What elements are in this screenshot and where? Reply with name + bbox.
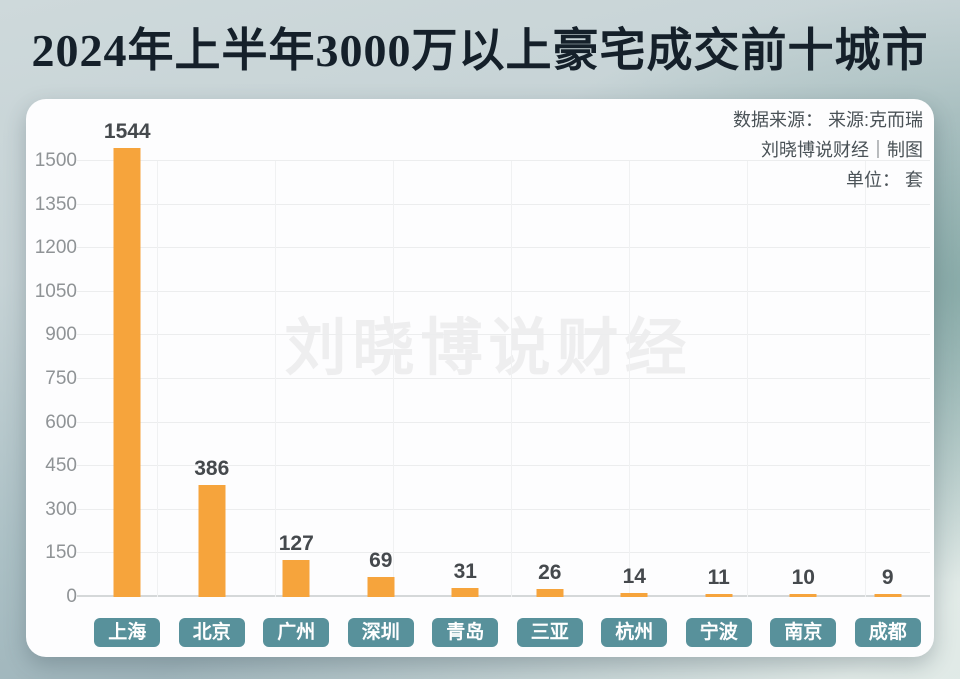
watermark-text: 刘晓博说财经 (284, 314, 693, 383)
city-label-chip: 青岛 (432, 617, 499, 647)
data-source-text: 数据来源： 来源:克而瑞 (732, 110, 923, 130)
bar-columns: 1544 386 127 69 31 26 14 11 10 9 (85, 120, 931, 597)
x-label-cell: 南京 (761, 617, 846, 647)
grid-line-vertical (275, 161, 276, 597)
grid-line-horizontal (77, 508, 930, 510)
y-tick-label: 300 (45, 498, 77, 520)
bar-value-label: 386 (194, 457, 230, 480)
city-label-chip: 宁波 (685, 617, 752, 647)
bar-column: 386 (170, 137, 255, 597)
city-label-chip: 北京 (178, 617, 245, 647)
bar-column: 1544 (85, 120, 170, 597)
bar-value-label: 26 (538, 561, 562, 584)
bar (620, 593, 648, 597)
grid-line-horizontal (77, 203, 930, 205)
x-label-cell: 广州 (254, 617, 339, 647)
x-label-cell: 宁波 (677, 617, 762, 647)
grid-line-horizontal (77, 334, 930, 336)
bar (536, 589, 564, 597)
grid-line-vertical (865, 161, 866, 597)
grid-line-vertical (511, 161, 512, 597)
city-label-chip: 上海 (94, 617, 161, 647)
bar (789, 594, 817, 597)
grid-line-vertical (629, 161, 630, 597)
bar-column: 69 (339, 137, 424, 597)
plot-area: 1544 386 127 69 31 26 14 11 10 9 (77, 120, 931, 597)
bar-column: 11 (677, 137, 762, 597)
y-tick-label: 1350 (34, 193, 77, 215)
grid-line-horizontal (77, 160, 930, 161)
x-label-cell: 北京 (170, 617, 255, 647)
x-label-cell: 上海 (85, 617, 170, 647)
x-label-cell: 青岛 (423, 617, 508, 647)
bar-column: 9 (846, 137, 931, 597)
y-tick-label: 750 (45, 368, 77, 389)
grid-line-vertical (157, 161, 158, 597)
bar-value-label: 127 (278, 532, 314, 555)
grid-line-horizontal (77, 552, 930, 554)
bar-column: 10 (761, 137, 846, 597)
chart-title: 2024年上半年3000万以上豪宅成交前十城市 (31, 25, 929, 76)
bar-value-label: 1544 (103, 120, 151, 143)
bar (113, 148, 141, 597)
y-tick-label: 1500 (34, 150, 77, 171)
grid-line-horizontal (77, 290, 930, 292)
x-label-cell: 深圳 (339, 617, 424, 647)
bar-value-label: 69 (369, 549, 393, 572)
city-label-chip: 深圳 (347, 617, 414, 647)
meta-block: 数据来源： 来源:克而瑞 刘晓博说财经｜制图 单位： 套 (733, 105, 923, 195)
bar-value-label: 10 (791, 566, 815, 589)
x-label-cell: 杭州 (592, 617, 677, 647)
bar-column: 127 (254, 137, 339, 597)
bar (705, 594, 733, 597)
grid-line-horizontal (77, 378, 930, 379)
bar-column: 26 (508, 137, 593, 597)
grid-line-vertical (747, 161, 748, 597)
grid-line-horizontal (77, 465, 930, 467)
city-label-chip: 南京 (770, 617, 837, 647)
y-tick-label: 0 (66, 586, 77, 607)
bar (198, 485, 226, 597)
bar (282, 560, 310, 597)
y-tick-label: 150 (45, 542, 77, 564)
bar-column: 14 (592, 137, 677, 597)
grid-line-vertical (393, 161, 394, 597)
x-label-cell: 成都 (846, 617, 931, 647)
city-label-chip: 广州 (263, 617, 330, 647)
y-tick-label: 1050 (34, 280, 77, 302)
x-axis-line (77, 595, 930, 597)
city-label-chip: 三亚 (516, 617, 583, 647)
bar (451, 588, 479, 597)
bar-column: 31 (423, 137, 508, 597)
y-tick-label: 1200 (34, 237, 77, 259)
grid-line-horizontal (77, 421, 930, 423)
bar (367, 577, 395, 597)
y-tick-label: 900 (45, 324, 77, 346)
bar-value-label: 11 (707, 566, 730, 589)
x-label-cell: 三亚 (508, 617, 593, 647)
y-axis-labels: 0 150 300 450 600 750 900 1050 1200 1350 1500 (26, 137, 77, 607)
credit-text: 刘晓博说财经｜制图 (761, 140, 923, 160)
bar (874, 594, 902, 597)
grid-line-horizontal (77, 247, 930, 249)
bar-value-label: 14 (622, 565, 646, 588)
chart-card: 数据来源： 来源:克而瑞 刘晓博说财经｜制图 单位： 套 刘晓博说财经 0 150… (26, 99, 934, 657)
city-label-chip: 成都 (854, 617, 921, 647)
bar-value-label: 9 (881, 566, 894, 589)
unit-text: 单位： 套 (845, 170, 923, 190)
x-axis-labels: 上海 北京 广州 深圳 青岛 三亚 杭州 宁波 南京 成都 (85, 617, 930, 647)
city-label-chip: 杭州 (601, 617, 668, 647)
y-tick-label: 450 (45, 455, 77, 477)
y-tick-label: 600 (45, 411, 77, 433)
bar-value-label: 31 (453, 560, 477, 583)
